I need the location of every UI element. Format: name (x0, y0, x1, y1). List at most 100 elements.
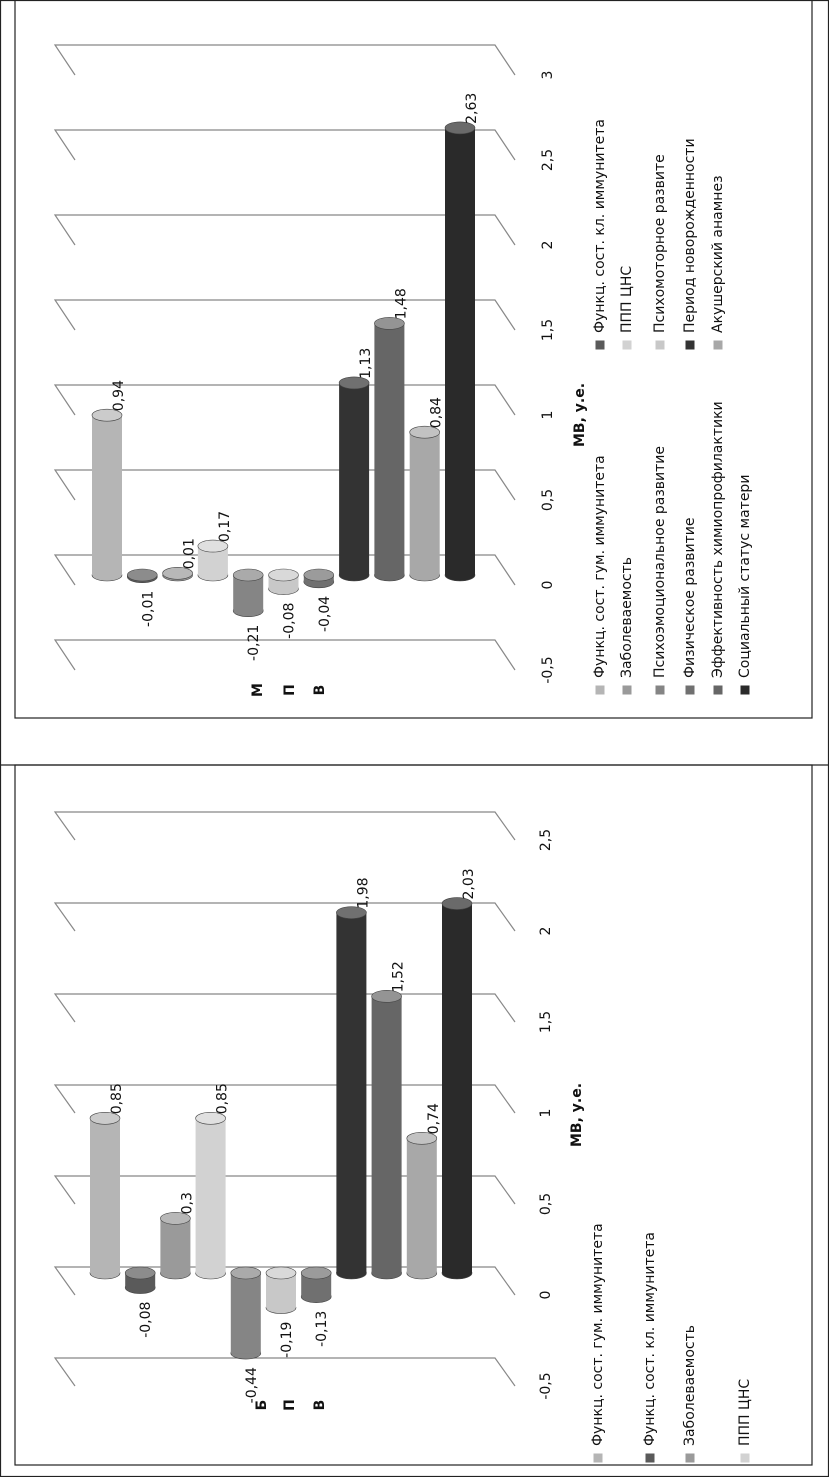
legend-swatch (713, 685, 723, 695)
data-label: -0,21 (246, 625, 262, 661)
legend-swatch (713, 340, 723, 350)
bar-top (300, 1266, 332, 1280)
y-tick-label: 3 (540, 71, 556, 80)
legend-label: Акушерский анамнез (710, 175, 726, 333)
grid-line (53, 129, 516, 161)
legend-label: Психоэмоциональное развитие (652, 446, 668, 678)
data-label: 0,84 (429, 397, 445, 428)
grid-line (53, 44, 516, 76)
grid-line (53, 299, 516, 331)
bar (374, 323, 405, 575)
data-label: 1,52 (391, 961, 407, 992)
category-label: В (312, 1400, 328, 1411)
bar (445, 127, 475, 576)
grid-line (53, 1357, 516, 1387)
legend-swatch (645, 1453, 655, 1463)
y-tick-label: 2 (540, 241, 556, 250)
legend-label: Период новорожденности (682, 138, 698, 333)
y-tick-label: 0,5 (538, 1193, 554, 1215)
chart-frame (14, 764, 813, 1466)
bar-top (124, 1266, 156, 1280)
bar-top (444, 121, 476, 135)
grid-line (53, 993, 516, 1023)
data-label: 1,98 (355, 877, 371, 908)
legend-label: ППП ЦНС (737, 1379, 753, 1446)
data-label: -0,01 (140, 591, 156, 627)
data-label: -0,13 (314, 1311, 330, 1347)
y-tick-label: 0,5 (540, 489, 556, 511)
data-label: -0,44 (244, 1367, 260, 1403)
bar-top (265, 1266, 297, 1280)
data-label: 2,63 (464, 93, 480, 124)
legend-label: Социальный статус матери (737, 475, 753, 678)
legend-swatch (685, 1453, 695, 1463)
category-label: П (282, 684, 298, 696)
y-tick-label: 1 (540, 411, 556, 420)
data-label: -0,08 (138, 1302, 154, 1338)
bar (230, 1273, 261, 1354)
grid-line (53, 1175, 516, 1205)
y-tick-label: 1,5 (538, 1011, 554, 1033)
bar-top (91, 408, 123, 422)
y-tick-label: 1,5 (540, 319, 556, 341)
legend-swatch (685, 340, 695, 350)
grid-line (53, 1084, 516, 1114)
data-label: 0,85 (109, 1083, 125, 1114)
category-label: В (312, 685, 328, 696)
data-label: 0,74 (426, 1103, 442, 1134)
legend-label: Психомоторное развите (652, 154, 668, 333)
bar (442, 903, 472, 1273)
legend-label: Эффективность химиопрофилактики (710, 401, 726, 678)
legend-swatch (595, 685, 605, 695)
legend-label: Заболеваемость (619, 557, 635, 678)
bar-top (162, 566, 193, 580)
bar (339, 382, 370, 575)
data-label: 2,03 (461, 868, 477, 899)
legend-label: Физическое развитие (682, 518, 698, 679)
data-label: 0,17 (217, 511, 233, 542)
bar-top (268, 568, 299, 582)
y-tick-label: -0,5 (538, 1372, 554, 1399)
y-tick-label: 2,5 (540, 149, 556, 171)
grid-line (53, 214, 516, 246)
bar-top (371, 990, 402, 1003)
data-label: -0,08 (282, 603, 298, 639)
data-label: -0,04 (317, 596, 333, 632)
bar-top (441, 897, 473, 910)
axis-title: МВ, у.е. (569, 1083, 585, 1147)
data-label: 0,01 (182, 538, 198, 569)
data-label: 1,48 (393, 288, 409, 319)
legend-swatch (740, 685, 750, 695)
grid-line (53, 554, 516, 586)
legend-label: Функц. сост. кл. иммунитета (592, 119, 608, 333)
grid-line (53, 469, 516, 501)
bar (409, 432, 440, 575)
legend-swatch (740, 1453, 750, 1463)
y-tick-label: 0 (538, 1291, 554, 1300)
legend-label: Функц. сост. кл. иммунитета (642, 1232, 658, 1446)
bar-top (230, 1266, 262, 1280)
axis-title: МВ, у.е. (572, 383, 588, 447)
bar-top (409, 425, 441, 439)
bar (160, 1218, 191, 1273)
y-tick-label: -0,5 (540, 656, 556, 683)
legend-swatch (655, 340, 665, 350)
legend-swatch (593, 1453, 603, 1463)
legend-swatch (685, 685, 695, 695)
grid-line (53, 1266, 516, 1296)
legend-swatch (622, 340, 632, 350)
bar-top (160, 1212, 191, 1225)
bar-top (127, 568, 158, 582)
y-tick-label: 2 (538, 927, 554, 936)
bar (336, 912, 367, 1273)
legend-label: ППП ЦНС (619, 266, 635, 333)
bar-top (232, 568, 264, 582)
grid-line (53, 384, 516, 416)
legend-label: Функц. сост. гум. иммунитета (592, 455, 608, 678)
bar (90, 1118, 120, 1273)
bar-top (336, 906, 367, 919)
legend-swatch (655, 685, 665, 695)
bar-top (338, 376, 370, 390)
bar-top (303, 568, 335, 582)
bar-top (374, 317, 405, 330)
